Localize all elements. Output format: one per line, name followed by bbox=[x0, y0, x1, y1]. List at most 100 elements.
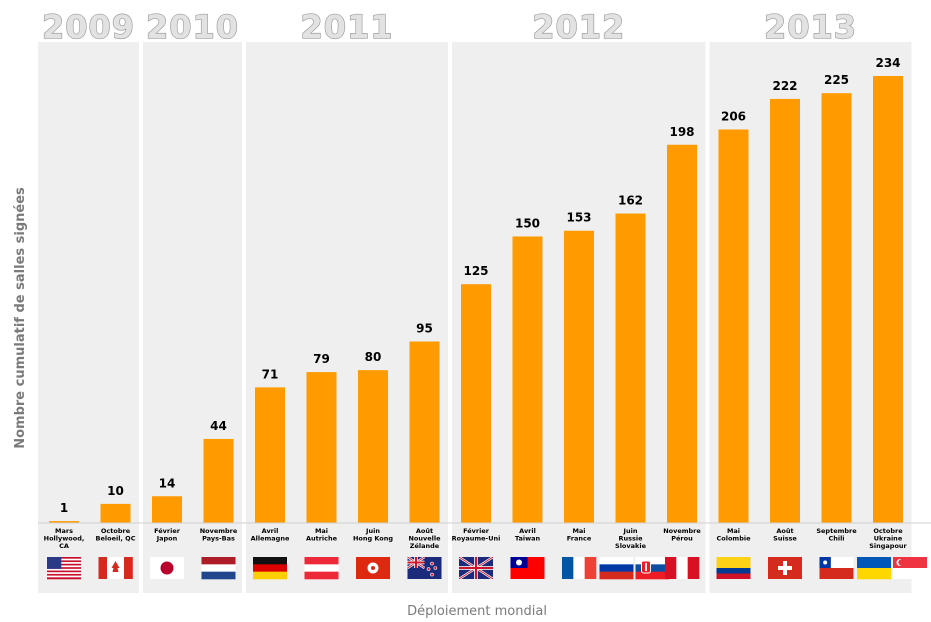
bar bbox=[615, 213, 646, 524]
value-label: 71 bbox=[262, 367, 279, 381]
category-label: Zélande bbox=[410, 542, 440, 550]
flag-pe-icon bbox=[665, 557, 700, 579]
category-label: Autriche bbox=[306, 535, 338, 543]
value-label: 162 bbox=[618, 194, 643, 208]
value-label: 79 bbox=[313, 352, 330, 366]
value-label: 10 bbox=[107, 484, 124, 498]
year-labels: 2009 2010 2011 2012 2013 bbox=[41, 7, 857, 46]
bar bbox=[358, 370, 388, 523]
bar bbox=[718, 129, 749, 523]
category-label: Février bbox=[463, 527, 490, 535]
bar bbox=[564, 230, 594, 523]
category-label: Mai bbox=[315, 527, 328, 535]
bar bbox=[255, 387, 285, 523]
category-label: Août bbox=[416, 527, 433, 535]
bar bbox=[512, 236, 543, 523]
flag-de-icon bbox=[253, 557, 287, 580]
category-label: Juin bbox=[623, 527, 638, 535]
category-label: Septembre bbox=[816, 527, 857, 535]
category-label: Japon bbox=[156, 535, 178, 543]
value-label: 206 bbox=[721, 109, 746, 123]
flag-cl-icon bbox=[819, 557, 854, 579]
value-label: 225 bbox=[824, 73, 849, 87]
bar bbox=[770, 98, 800, 523]
value-label: 125 bbox=[463, 264, 488, 278]
category-label: Mai bbox=[572, 527, 585, 535]
value-label: 14 bbox=[159, 476, 176, 490]
value-label: 150 bbox=[515, 216, 540, 230]
category-label: Singapour bbox=[869, 542, 907, 550]
flag-sg-icon bbox=[893, 557, 927, 579]
flag-co-icon bbox=[716, 557, 751, 579]
flag-tw-icon bbox=[510, 557, 545, 579]
flag-gb-icon bbox=[458, 555, 494, 581]
value-label: 44 bbox=[210, 419, 227, 433]
value-label: 198 bbox=[669, 125, 694, 139]
category-label: Novembre bbox=[200, 527, 238, 535]
bar bbox=[461, 284, 491, 523]
category-label: Novembre bbox=[663, 527, 701, 535]
category-label: Ukraine bbox=[874, 535, 903, 543]
category-label: Suisse bbox=[773, 535, 797, 543]
year-label-2009: 2009 bbox=[42, 8, 135, 46]
category-label: Août bbox=[776, 527, 793, 535]
category-label: Pérou bbox=[671, 535, 693, 543]
category-label: Mai bbox=[727, 527, 740, 535]
category-label: CA bbox=[59, 542, 69, 550]
category-label: Beloeil, QC bbox=[96, 535, 136, 543]
value-label: 234 bbox=[875, 56, 900, 70]
flag-ch-icon bbox=[768, 557, 802, 579]
category-label: France bbox=[567, 535, 592, 543]
category-label: Colombie bbox=[717, 535, 752, 543]
bars bbox=[49, 76, 903, 524]
flag-nz-icon bbox=[406, 555, 442, 579]
year-label-2013: 2013 bbox=[764, 8, 857, 46]
flag-ca-icon bbox=[98, 557, 133, 579]
bar bbox=[667, 144, 697, 523]
year-label-2011: 2011 bbox=[300, 8, 393, 46]
bar bbox=[873, 76, 903, 523]
flag-at-icon bbox=[304, 557, 339, 580]
y-axis-title: Nombre cumulatif de salles signées bbox=[13, 187, 28, 449]
bar bbox=[821, 93, 852, 523]
category-label: Taiwan bbox=[515, 535, 541, 543]
year-label-2010: 2010 bbox=[146, 8, 239, 46]
year-label-2012: 2012 bbox=[532, 8, 625, 46]
category-label: Allemagne bbox=[251, 535, 290, 543]
flags bbox=[47, 555, 927, 581]
value-label: 1 bbox=[60, 501, 68, 515]
year-panel-2009 bbox=[38, 42, 139, 593]
category-label: Pays-Bas bbox=[202, 535, 235, 543]
value-label: 222 bbox=[772, 79, 797, 93]
value-label: 95 bbox=[416, 322, 433, 336]
category-label: Hong Kong bbox=[353, 535, 393, 543]
category-label: Slovakie bbox=[615, 542, 647, 550]
flag-ua-icon bbox=[857, 557, 891, 580]
category-label: Hollywood, bbox=[44, 535, 85, 543]
flag-hk-icon bbox=[356, 557, 390, 579]
bar bbox=[203, 438, 234, 523]
category-label: Octobre bbox=[873, 527, 903, 535]
category-label: Royaume-Uni bbox=[452, 535, 501, 543]
category-label: Avril bbox=[519, 527, 536, 535]
bar bbox=[100, 503, 131, 523]
x-axis-title: Déploiement mondial bbox=[407, 604, 547, 619]
category-label: Mars bbox=[55, 527, 73, 535]
flag-us-icon bbox=[47, 557, 81, 580]
flag-jp-icon bbox=[150, 557, 184, 579]
category-label: Octobre bbox=[101, 527, 131, 535]
bar bbox=[152, 496, 182, 523]
category-label: Avril bbox=[262, 527, 279, 535]
flag-ru-icon bbox=[599, 557, 634, 580]
value-labels: 1 10 14 44 71 79 80 95 125 150 153 162 198 206 222 225 2… bbox=[60, 56, 901, 515]
category-label: Russie bbox=[618, 535, 643, 543]
flag-nl-icon bbox=[201, 557, 236, 580]
category-label: Chili bbox=[828, 535, 844, 543]
category-label: Juin bbox=[365, 527, 380, 535]
value-label: 153 bbox=[566, 211, 591, 225]
category-label: Nouvelle bbox=[408, 535, 441, 543]
flag-sk-icon bbox=[635, 557, 670, 580]
value-label: 80 bbox=[365, 350, 382, 364]
bar bbox=[49, 521, 79, 523]
